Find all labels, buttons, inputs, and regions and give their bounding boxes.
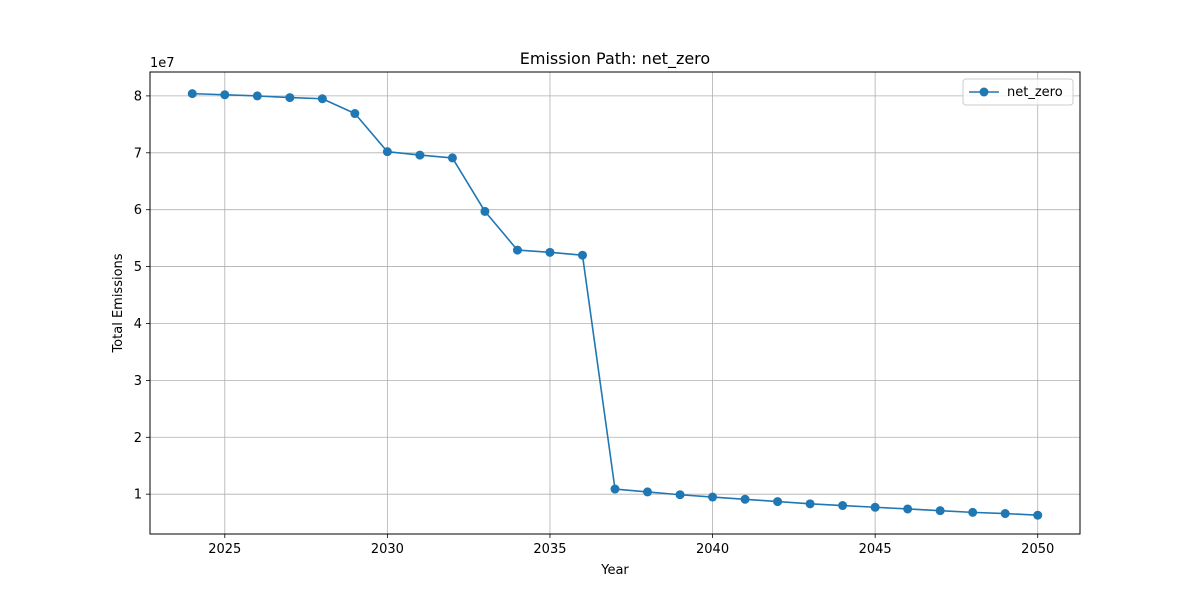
data-point xyxy=(480,206,490,216)
data-point xyxy=(773,497,783,507)
data-point xyxy=(317,94,327,104)
data-point xyxy=(740,494,750,504)
y-tick-label: 3 xyxy=(134,374,142,389)
data-point xyxy=(643,487,653,497)
y-axis: 1 2 3 4 5 6 7 8 xyxy=(134,89,150,503)
x-tick-label: 2030 xyxy=(371,542,404,557)
data-point xyxy=(220,90,230,100)
data-point xyxy=(805,499,815,509)
legend-entry-net-zero: net_zero xyxy=(1007,85,1063,100)
plot-frame xyxy=(149,71,1081,535)
x-axis-label: Year xyxy=(600,563,629,578)
data-point xyxy=(577,250,587,260)
x-tick-label: 2040 xyxy=(696,542,729,557)
data-point xyxy=(935,506,945,516)
data-point xyxy=(968,507,978,517)
legend-box xyxy=(962,78,1074,106)
data-point xyxy=(1033,510,1043,520)
data-point xyxy=(708,492,718,502)
legend-marker xyxy=(979,87,989,97)
series-layer xyxy=(187,89,1043,520)
data-point xyxy=(545,247,555,257)
y-offset-label: 1e7 xyxy=(150,56,175,71)
data-point xyxy=(187,89,197,99)
data-point xyxy=(447,153,457,163)
y-tick-label: 1 xyxy=(134,488,142,503)
y-tick-label: 5 xyxy=(134,260,142,275)
y-axis-label: Total Emissions xyxy=(111,253,126,353)
x-tick-label: 2035 xyxy=(533,542,566,557)
data-point xyxy=(415,150,425,160)
data-point xyxy=(382,147,392,157)
y-tick-label: 8 xyxy=(134,89,142,104)
data-point xyxy=(610,484,620,494)
data-point xyxy=(252,91,262,101)
x-tick-label: 2045 xyxy=(859,542,892,557)
data-point xyxy=(675,490,685,500)
data-point xyxy=(350,109,360,119)
x-tick-label: 2050 xyxy=(1021,542,1054,557)
data-point xyxy=(903,504,913,514)
data-point xyxy=(512,245,522,255)
y-tick-label: 6 xyxy=(134,203,142,218)
y-tick-label: 2 xyxy=(134,431,142,446)
data-point xyxy=(870,502,880,512)
y-tick-label: 4 xyxy=(134,317,142,332)
x-tick-label: 2025 xyxy=(208,542,241,557)
data-point xyxy=(285,93,295,103)
legend: net_zero xyxy=(962,78,1074,106)
chart-title: Emission Path: net_zero xyxy=(520,49,710,69)
x-axis: 2025 2030 2035 2040 2045 2050 xyxy=(208,534,1054,557)
data-point xyxy=(838,501,848,511)
data-point xyxy=(1000,509,1010,519)
y-tick-label: 7 xyxy=(134,146,142,161)
grid xyxy=(150,72,1080,534)
